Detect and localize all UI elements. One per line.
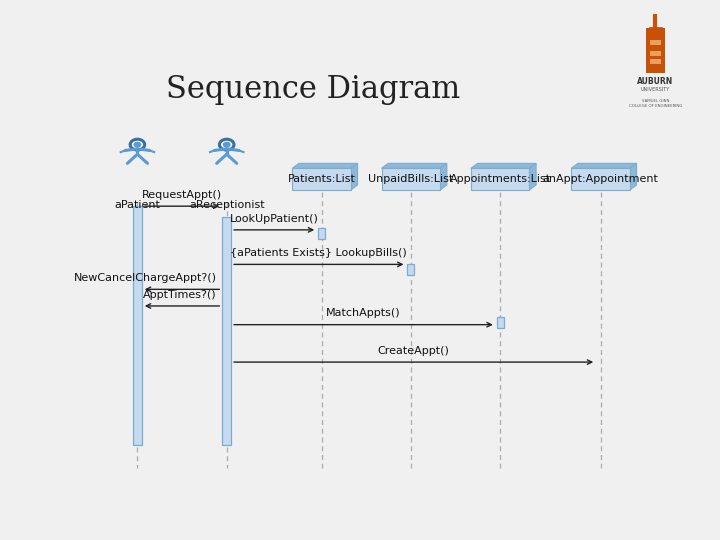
Text: AUBURN: AUBURN bbox=[637, 77, 673, 86]
Text: MatchAppts(): MatchAppts() bbox=[326, 308, 401, 319]
Polygon shape bbox=[382, 163, 447, 168]
Text: {aPatients Exists} LookupBills(): {aPatients Exists} LookupBills() bbox=[230, 248, 407, 258]
Circle shape bbox=[220, 139, 234, 150]
FancyBboxPatch shape bbox=[292, 168, 351, 190]
FancyBboxPatch shape bbox=[646, 28, 665, 73]
Polygon shape bbox=[630, 163, 636, 190]
Text: UnpaidBills:List: UnpaidBills:List bbox=[368, 174, 454, 184]
Polygon shape bbox=[440, 163, 447, 190]
Polygon shape bbox=[292, 163, 358, 168]
Circle shape bbox=[222, 141, 230, 147]
Text: ApptTimes?(): ApptTimes?() bbox=[143, 290, 217, 300]
Polygon shape bbox=[471, 163, 536, 168]
FancyBboxPatch shape bbox=[408, 265, 415, 275]
Text: UNIVERSITY: UNIVERSITY bbox=[641, 87, 670, 92]
Text: aPatient: aPatient bbox=[114, 200, 161, 210]
FancyBboxPatch shape bbox=[649, 51, 661, 56]
Circle shape bbox=[133, 141, 141, 147]
FancyBboxPatch shape bbox=[649, 40, 661, 45]
Text: Patients:List: Patients:List bbox=[287, 174, 356, 184]
FancyBboxPatch shape bbox=[222, 217, 231, 446]
Polygon shape bbox=[529, 163, 536, 190]
FancyBboxPatch shape bbox=[133, 206, 142, 446]
Text: RequestAppt(): RequestAppt() bbox=[142, 190, 222, 200]
Text: Sequence Diagram: Sequence Diagram bbox=[166, 74, 460, 105]
FancyBboxPatch shape bbox=[318, 228, 325, 239]
Text: anAppt:Appointment: anAppt:Appointment bbox=[543, 174, 659, 184]
FancyBboxPatch shape bbox=[497, 317, 504, 328]
FancyBboxPatch shape bbox=[571, 168, 630, 190]
FancyBboxPatch shape bbox=[471, 168, 529, 190]
Polygon shape bbox=[571, 163, 636, 168]
Text: LookUpPatient(): LookUpPatient() bbox=[230, 214, 318, 224]
Polygon shape bbox=[351, 163, 358, 190]
FancyBboxPatch shape bbox=[382, 168, 440, 190]
Circle shape bbox=[130, 139, 145, 150]
Text: CreateAppt(): CreateAppt() bbox=[378, 346, 449, 356]
Text: NewCancelChargeAppt?(): NewCancelChargeAppt?() bbox=[73, 273, 217, 283]
Text: aReceptionist: aReceptionist bbox=[189, 200, 264, 210]
Text: Appointments:List: Appointments:List bbox=[449, 174, 551, 184]
FancyBboxPatch shape bbox=[649, 59, 661, 64]
Text: SAMUEL GINN
COLLEGE OF ENGINEERING: SAMUEL GINN COLLEGE OF ENGINEERING bbox=[629, 99, 682, 108]
